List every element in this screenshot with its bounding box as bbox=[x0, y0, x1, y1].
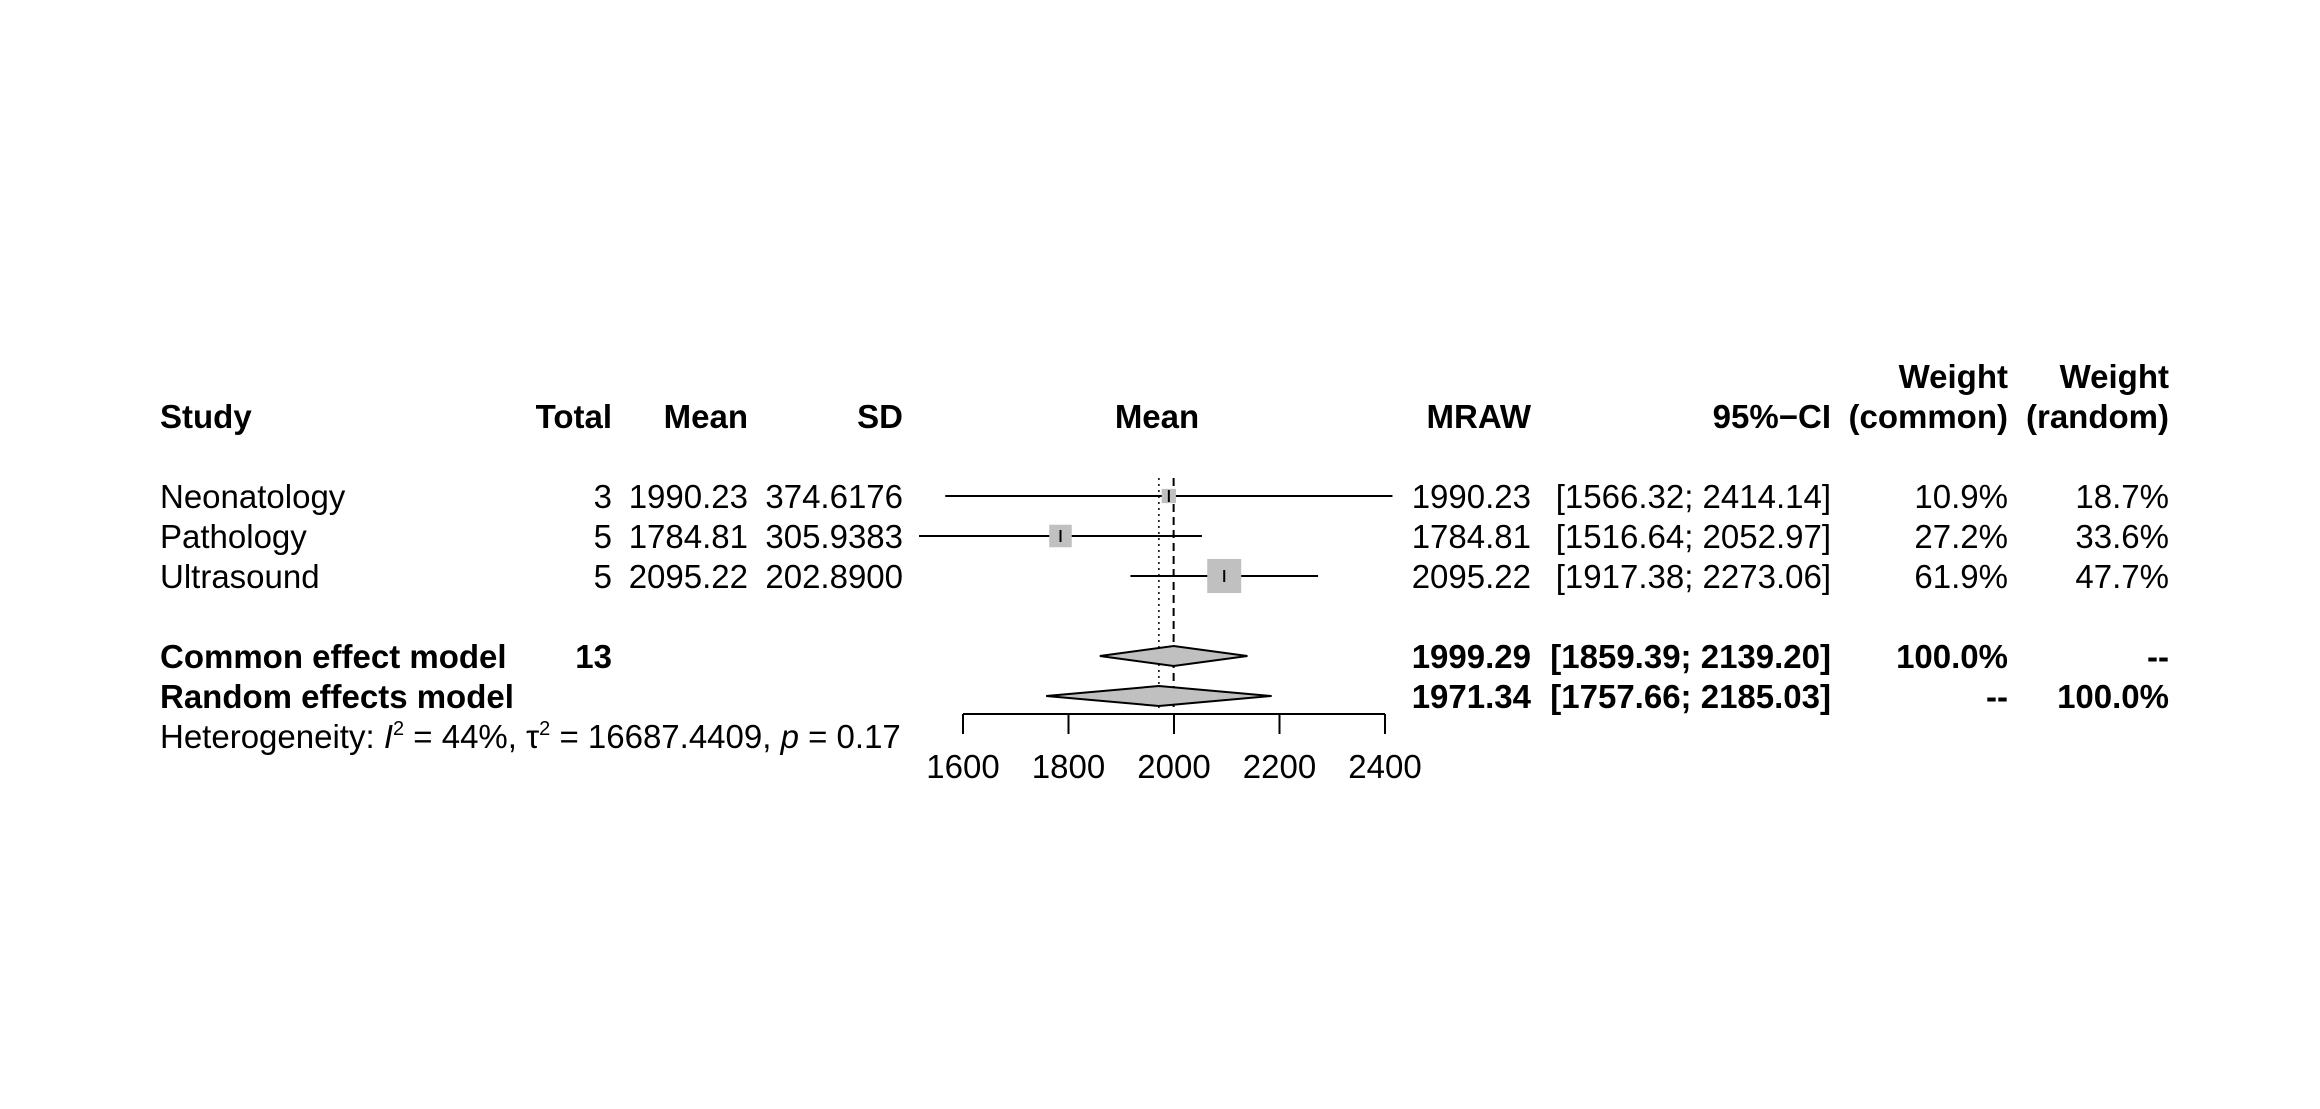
header-total: Total bbox=[536, 398, 612, 435]
model-name: Random effects model bbox=[160, 678, 514, 715]
model-weight-random: 100.0% bbox=[2057, 678, 2169, 715]
header-study: Study bbox=[160, 398, 252, 435]
model-name: Common effect model bbox=[160, 638, 507, 675]
study-total: 5 bbox=[594, 558, 612, 595]
study-mean: 1784.81 bbox=[629, 518, 748, 555]
random-effect-diamond bbox=[1046, 684, 1272, 708]
study-ci: [1516.64; 2052.97] bbox=[1556, 518, 1831, 555]
model-total: 13 bbox=[575, 638, 612, 675]
header-weight-common-1: Weight bbox=[1899, 358, 2008, 395]
model-weight-random: -- bbox=[2147, 638, 2169, 675]
x-tick-label: 2000 bbox=[1137, 748, 1210, 785]
header-weight-random-2: (random) bbox=[2026, 398, 2169, 435]
header-weight-random-1: Weight bbox=[2060, 358, 2169, 395]
study-total: 5 bbox=[594, 518, 612, 555]
header-weight-common-2: (common) bbox=[1849, 398, 2009, 435]
study-weight-common: 10.9% bbox=[1914, 478, 2008, 515]
heterogeneity-text: Heterogeneity: I2 = 44%, τ2 = 16687.4409… bbox=[160, 718, 901, 755]
study-weight-common: 27.2% bbox=[1914, 518, 2008, 555]
study-weight-random: 18.7% bbox=[2075, 478, 2169, 515]
study-row: Ultrasound 5 2095.22 202.8900 2095.22 [1… bbox=[160, 558, 2169, 595]
study-name: Ultrasound bbox=[160, 558, 320, 595]
study-sd: 305.9383 bbox=[765, 518, 903, 555]
study-weight-random: 47.7% bbox=[2075, 558, 2169, 595]
model-ci: [1757.66; 2185.03] bbox=[1550, 678, 1831, 715]
study-mean: 1990.23 bbox=[629, 478, 748, 515]
study-mraw: 1990.23 bbox=[1412, 478, 1531, 515]
study-mean: 2095.22 bbox=[629, 558, 748, 595]
x-tick-label: 1600 bbox=[926, 748, 999, 785]
model-row-random: Random effects model 1971.34 [1757.66; 2… bbox=[160, 678, 2169, 715]
study-sd: 374.6176 bbox=[765, 478, 903, 515]
model-weight-common: 100.0% bbox=[1896, 638, 2008, 675]
header-row: Study Total Mean SD Mean MRAW 95%−CI Wei… bbox=[160, 358, 2169, 435]
study-ci: [1566.32; 2414.14] bbox=[1556, 478, 1831, 515]
model-weight-common: -- bbox=[1986, 678, 2008, 715]
study-row: Neonatology 3 1990.23 374.6176 1990.23 [… bbox=[160, 478, 2169, 515]
model-mraw: 1971.34 bbox=[1412, 678, 1532, 715]
header-mraw: MRAW bbox=[1427, 398, 1532, 435]
study-mraw: 2095.22 bbox=[1412, 558, 1531, 595]
model-mraw: 1999.29 bbox=[1412, 638, 1531, 675]
common-effect-diamond bbox=[1099, 644, 1248, 668]
study-mraw: 1784.81 bbox=[1412, 518, 1531, 555]
header-plot-mean: Mean bbox=[1115, 398, 1199, 435]
study-name: Neonatology bbox=[160, 478, 346, 515]
x-tick-label: 1800 bbox=[1032, 748, 1105, 785]
study-row: Pathology 5 1784.81 305.9383 1784.81 [15… bbox=[160, 518, 2169, 555]
model-ci: [1859.39; 2139.20] bbox=[1550, 638, 1831, 675]
study-total: 3 bbox=[594, 478, 612, 515]
header-mean: Mean bbox=[664, 398, 748, 435]
model-row-common: Common effect model 13 1999.29 [1859.39;… bbox=[160, 638, 2169, 675]
x-tick-label: 2400 bbox=[1348, 748, 1421, 785]
study-weight-common: 61.9% bbox=[1914, 558, 2008, 595]
study-name: Pathology bbox=[160, 518, 307, 555]
plot-area: 1600 1800 2000 2200 2400 bbox=[919, 478, 1422, 785]
study-weight-random: 33.6% bbox=[2075, 518, 2169, 555]
x-tick-label: 2200 bbox=[1243, 748, 1316, 785]
header-ci: 95%−CI bbox=[1713, 398, 1831, 435]
study-ci: [1917.38; 2273.06] bbox=[1556, 558, 1831, 595]
header-sd: SD bbox=[857, 398, 903, 435]
study-sd: 202.8900 bbox=[765, 558, 903, 595]
